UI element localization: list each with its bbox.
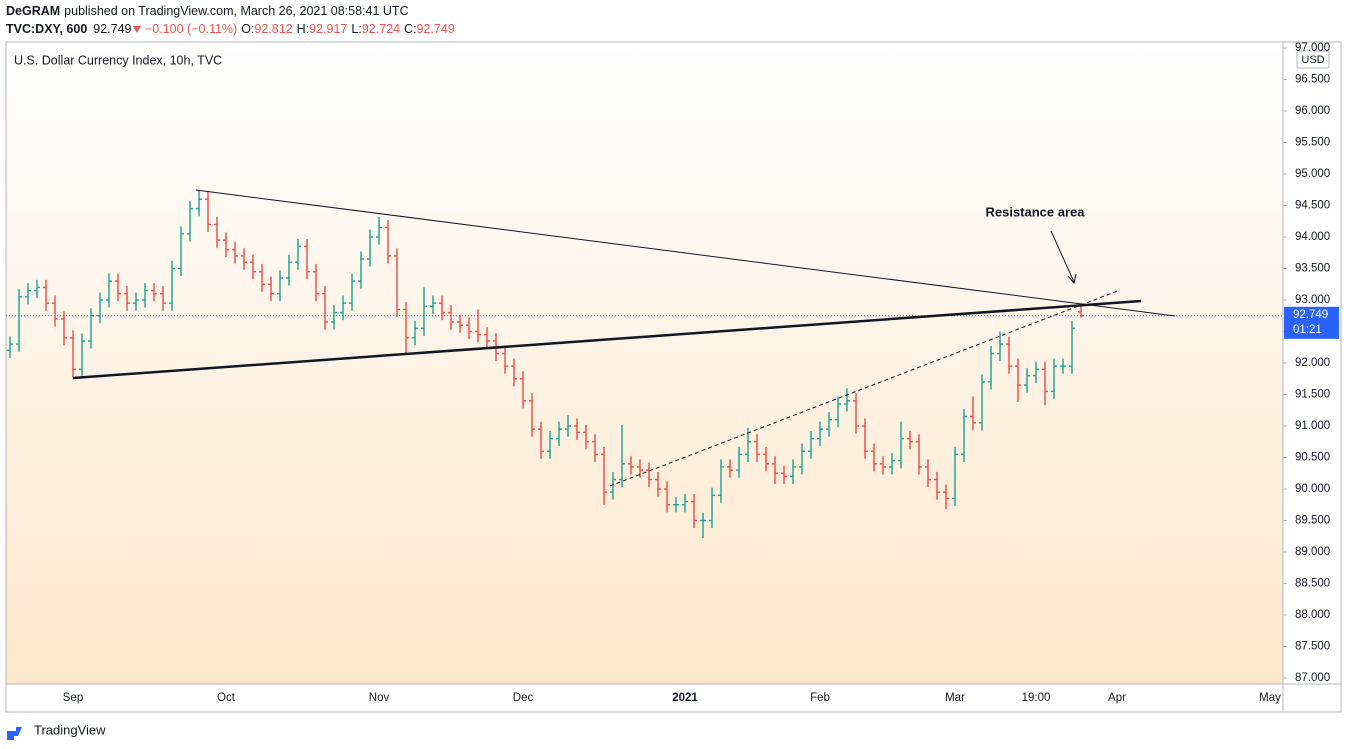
x-tick-label: Apr: [1108, 692, 1126, 704]
trendline-lower: [72, 299, 1142, 380]
y-tick-label: 89.000: [1295, 546, 1330, 558]
last-price-box: [1284, 306, 1339, 339]
y-tick-label: 95.000: [1295, 168, 1330, 180]
x-tick-label: 19:00: [1022, 692, 1051, 704]
h-label: H:: [297, 22, 310, 36]
y-tick-label: 88.500: [1295, 578, 1330, 590]
y-tick-label: 95.500: [1295, 137, 1330, 149]
y-tick-label: 94.000: [1295, 231, 1330, 243]
down-arrow-icon: [133, 26, 141, 33]
y-tick-label: 91.500: [1295, 389, 1330, 401]
y-tick-label: 94.500: [1295, 200, 1330, 212]
o-label: O:: [241, 22, 254, 36]
h-value: 92.917: [309, 22, 347, 36]
author: DeGRAM: [6, 4, 60, 18]
x-tick-label: Nov: [369, 692, 390, 704]
y-tick-label: 87.000: [1295, 672, 1330, 684]
x-tick-label: Mar: [945, 692, 965, 704]
x-tick-label: Sep: [63, 692, 83, 704]
footer-brand: TradingView: [34, 722, 106, 737]
y-tick-label: 96.500: [1295, 74, 1330, 86]
y-tick-label: 93.000: [1295, 294, 1330, 306]
header-ohlc: −0.100 (−0.11%) O:92.812 H:92.917 L:92.724 C…: [145, 22, 455, 36]
currency-box[interactable]: [1296, 50, 1330, 69]
x-tick-label: Dec: [513, 692, 534, 704]
l-label: L:: [351, 22, 361, 36]
trendline-upper: [195, 189, 1176, 317]
last-price: 92.749: [93, 22, 131, 36]
published: published on TradingView.com, March 26, …: [64, 4, 408, 18]
header-line-2: TVC:DXY, 600 92.749: [6, 22, 132, 36]
change: −0.100 (−0.11%): [145, 22, 237, 36]
chart-title: U.S. Dollar Currency Index, 10h, TVC: [14, 53, 222, 67]
y-tick-label: 88.000: [1295, 609, 1330, 621]
y-tick-label: 91.000: [1295, 420, 1330, 432]
trendline-dashed: [609, 289, 1121, 487]
y-tick-label: 92.000: [1295, 357, 1330, 369]
c-value: 92.749: [417, 22, 455, 36]
y-tick-label: 90.000: [1295, 483, 1330, 495]
header-line-1: DeGRAM published on TradingView.com, Marc…: [6, 4, 409, 18]
annotation: Resistance area: [985, 204, 1085, 219]
symbol: TVC:DXY, 600: [6, 22, 87, 36]
x-tick-label: 2021: [672, 692, 698, 704]
footer-logo: [7, 727, 22, 740]
y-tick-label: 96.000: [1295, 105, 1330, 117]
last-price-label: 92.749: [1293, 309, 1328, 321]
y-tick-label: 97.000: [1295, 42, 1330, 54]
currency: USD: [1301, 54, 1324, 66]
x-tick-label: Feb: [810, 692, 830, 704]
marks: [6, 189, 1283, 539]
annotation-arrowhead: [1067, 273, 1077, 285]
c-label: C:: [404, 22, 417, 36]
annotation-arrow: [1050, 230, 1075, 283]
countdown: 01:21: [1293, 324, 1322, 336]
o-value: 92.812: [254, 22, 292, 36]
y-tick-label: 87.500: [1295, 641, 1330, 653]
x-tick-label: May: [1259, 692, 1281, 704]
l-value: 92.724: [362, 22, 400, 36]
y-tick-label: 89.500: [1295, 515, 1330, 527]
y-tick-label: 93.500: [1295, 263, 1330, 275]
y-tick-label: 90.500: [1295, 452, 1330, 464]
chart-frame: [5, 41, 1342, 713]
plot-background: [6, 42, 1283, 684]
x-tick-label: Oct: [217, 692, 236, 704]
